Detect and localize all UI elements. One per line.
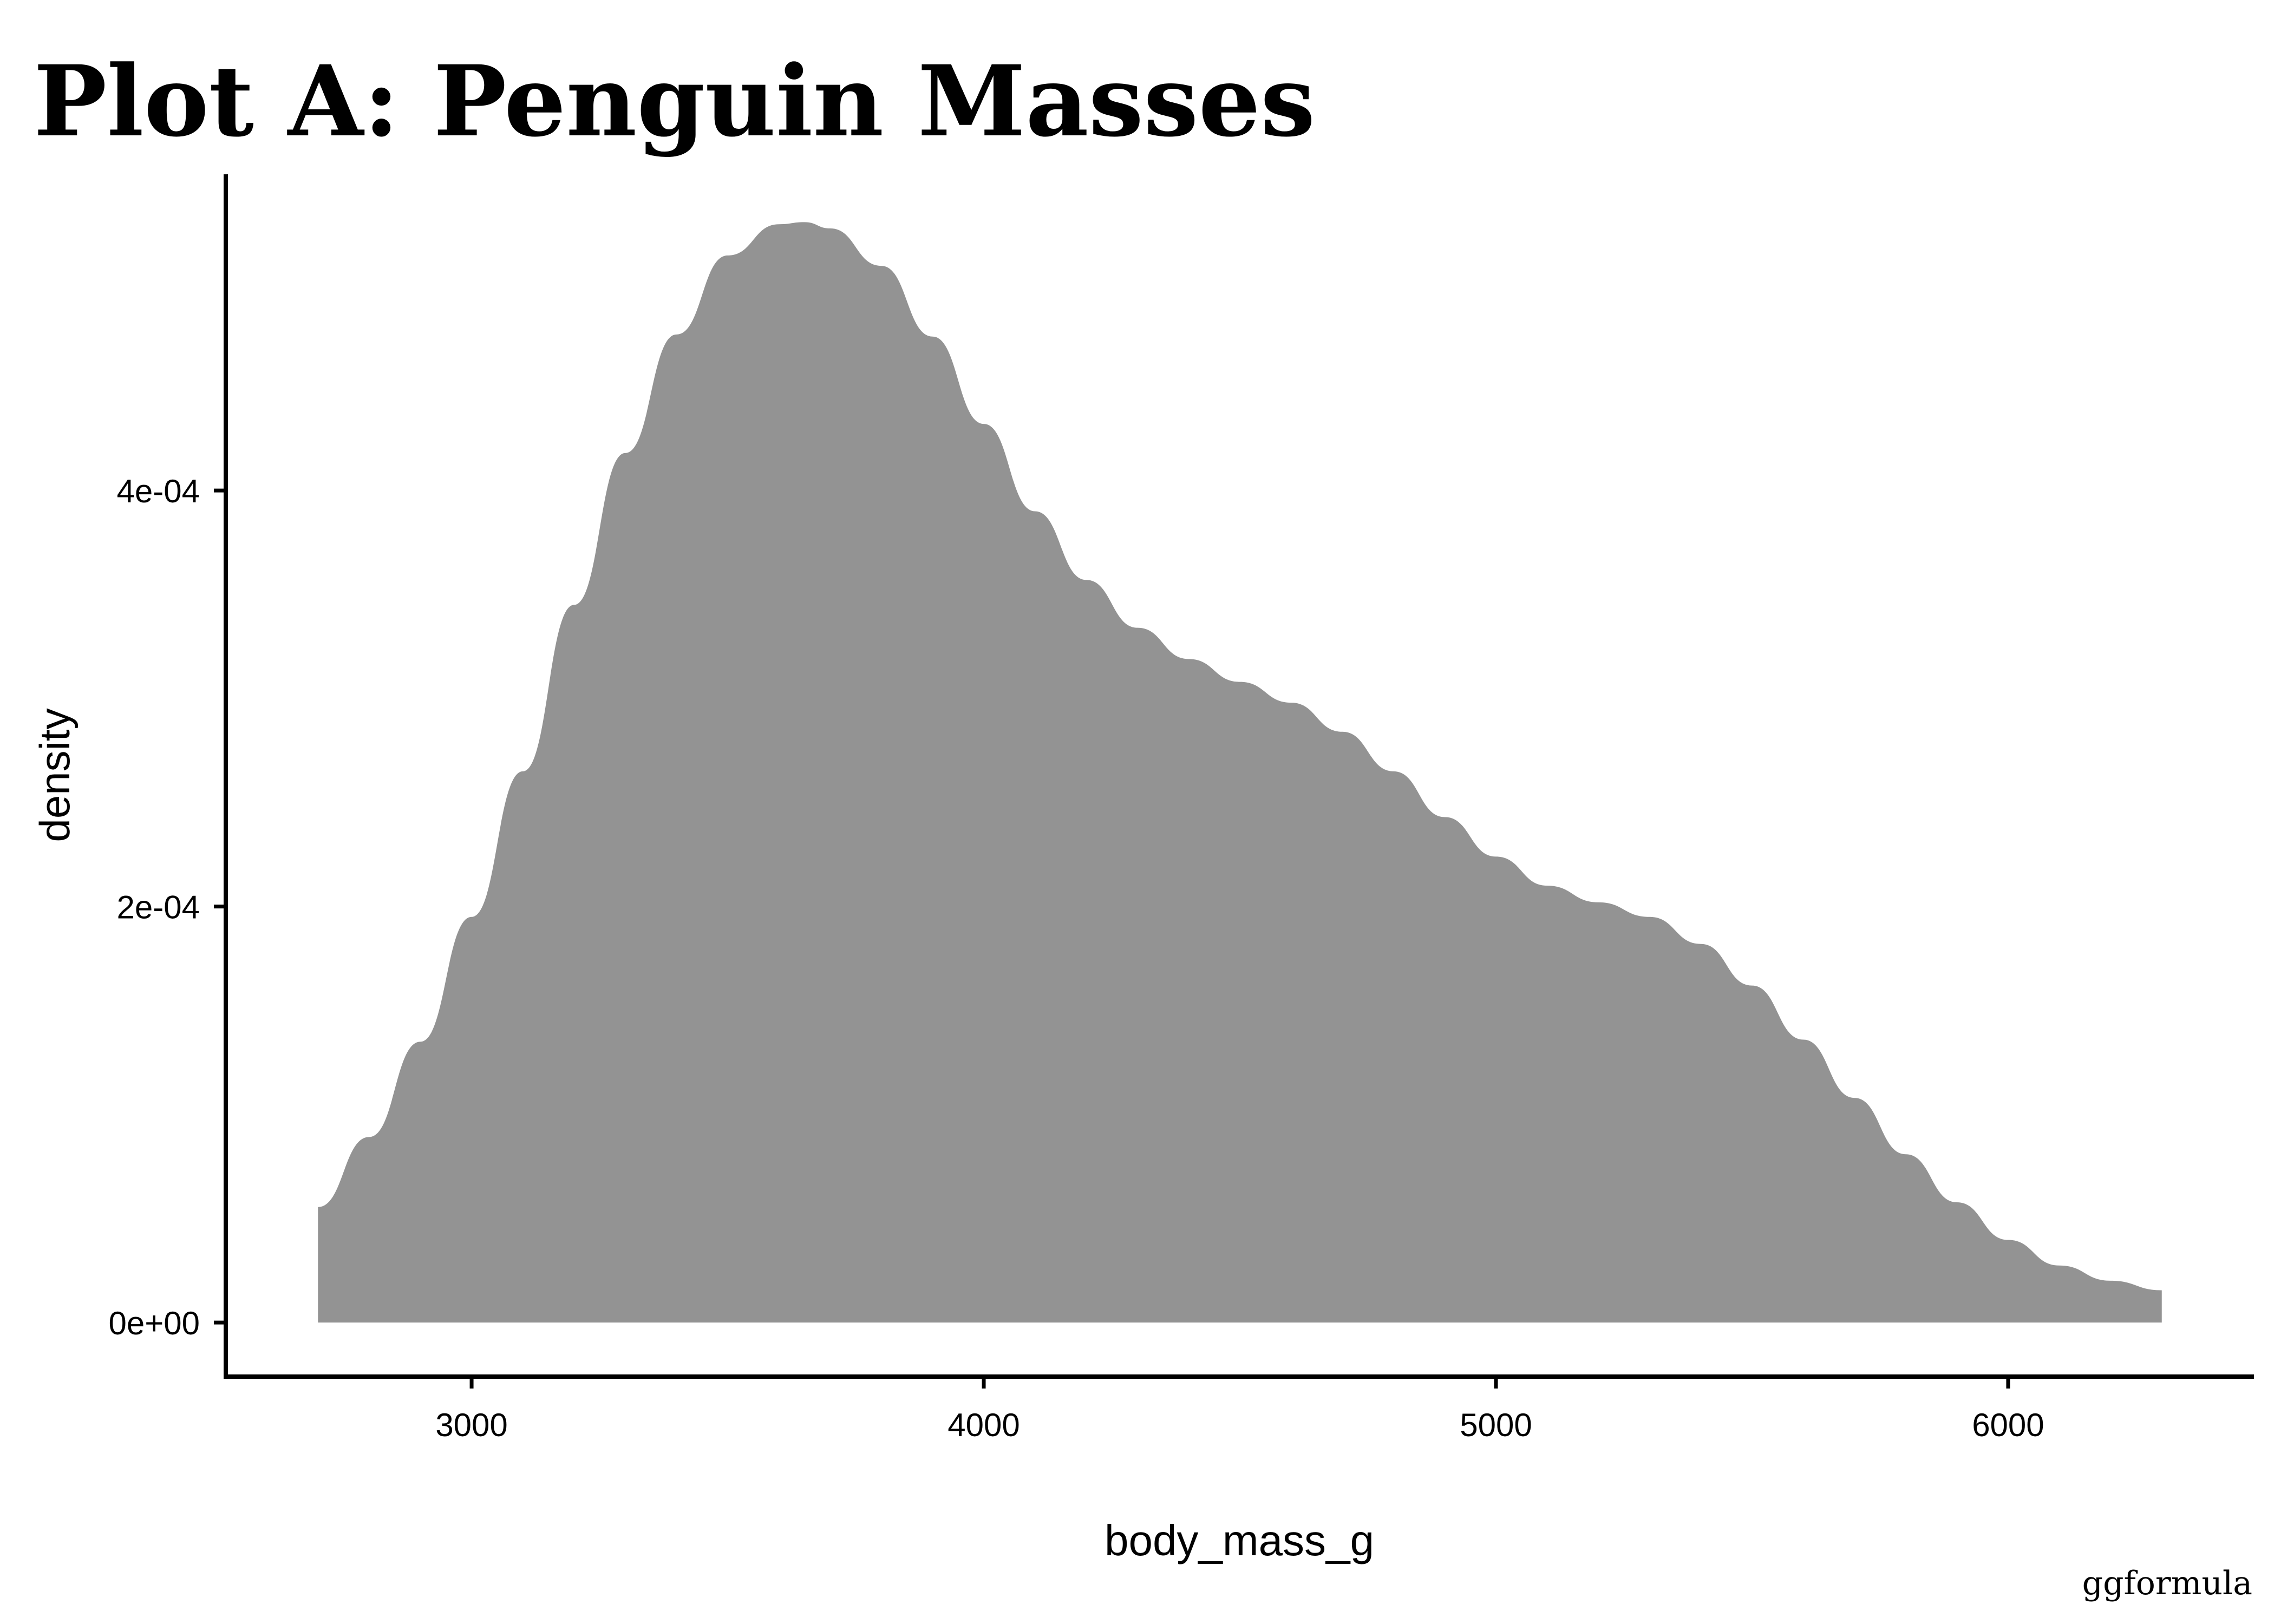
x-tick-label: 6000 xyxy=(1972,1407,2044,1443)
density-area xyxy=(318,222,2162,1323)
x-tick-label: 4000 xyxy=(948,1407,1020,1443)
x-tick-label: 3000 xyxy=(435,1407,507,1443)
y-tick-label: 2e-04 xyxy=(117,889,200,926)
y-ticks: 0e+00 2e-04 4e-04 xyxy=(108,473,226,1341)
y-tick-label: 0e+00 xyxy=(108,1305,200,1341)
plot-area xyxy=(318,222,2162,1323)
x-tick-label: 5000 xyxy=(1460,1407,1532,1443)
y-tick-label: 4e-04 xyxy=(117,473,200,509)
y-axis-label: density xyxy=(31,708,79,842)
x-axis-label: body_mass_g xyxy=(1105,1516,1374,1564)
x-ticks: 3000 4000 5000 6000 xyxy=(435,1377,2044,1443)
chart-caption: ggformula xyxy=(2082,1564,2252,1602)
chart-title: Plot A: Penguin Masses xyxy=(34,44,1315,159)
